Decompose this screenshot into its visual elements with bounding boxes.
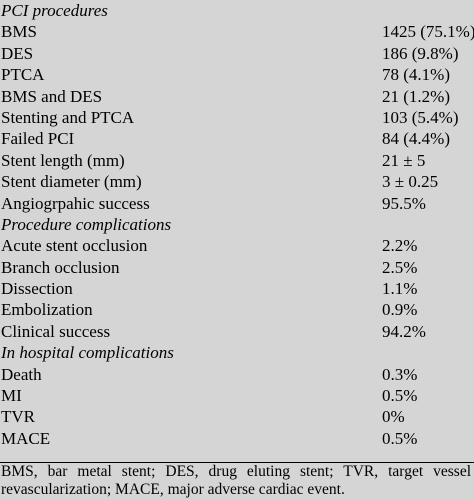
row-label: Dissection: [1, 279, 73, 299]
row-value: 2.5%: [382, 257, 418, 277]
row-label: PTCA: [1, 65, 45, 85]
row-value: 1425 (75.1%): [382, 22, 474, 42]
row-label: Angiogrpahic success: [1, 193, 150, 213]
table-footnote: BMS, bar metal stent; DES, drug eluting …: [1, 463, 471, 498]
row-label: TVR: [1, 407, 35, 427]
row-label: Stent diameter (mm): [1, 172, 142, 192]
row-value: 186 (9.8%): [382, 43, 459, 63]
section-heading: Procedure complications: [0, 214, 474, 235]
row-value: 78 (4.1%): [382, 65, 450, 85]
table-row: PTCA 78 (4.1%): [0, 64, 474, 85]
row-label: BMS and DES: [1, 86, 103, 106]
table-row: Stent diameter (mm) 3 ± 0.25: [0, 171, 474, 192]
section-heading-label: Procedure complications: [1, 214, 172, 234]
table-row: Stent length (mm) 21 ± 5: [0, 150, 474, 171]
section-heading-label: In hospital complications: [1, 343, 174, 363]
section-heading: PCI procedures: [0, 0, 474, 21]
table-row: MACE 0.5%: [0, 428, 474, 449]
row-label: Embolization: [1, 300, 93, 320]
row-label: Death: [1, 364, 42, 384]
row-label: BMS: [1, 22, 37, 42]
row-label: Failed PCI: [1, 129, 75, 149]
row-value: 1.1%: [382, 279, 418, 299]
row-label: Clinical success: [1, 321, 111, 341]
table-row: Acute stent occlusion 2.2%: [0, 235, 474, 256]
section-heading-label: PCI procedures: [1, 1, 108, 20]
table-row: Failed PCI 84 (4.4%): [0, 128, 474, 149]
row-label: Acute stent occlusion: [1, 236, 148, 256]
row-value: 3 ± 0.25: [382, 172, 439, 192]
table-row: Clinical success 94.2%: [0, 321, 474, 342]
table-row: Embolization 0.9%: [0, 299, 474, 320]
row-label: MI: [1, 386, 22, 406]
table-row: Dissection 1.1%: [0, 278, 474, 299]
table-row: BMS 1425 (75.1%): [0, 21, 474, 42]
section-heading: In hospital complications: [0, 342, 474, 363]
row-value: 21 ± 5: [382, 150, 426, 170]
row-value: 2.2%: [382, 236, 418, 256]
row-value: 21 (1.2%): [382, 86, 450, 106]
row-label: DES: [1, 43, 34, 63]
row-value: 84 (4.4%): [382, 129, 450, 149]
table-row: DES 186 (9.8%): [0, 43, 474, 64]
table-row: Branch occlusion 2.5%: [0, 257, 474, 278]
table-row: Death 0.3%: [0, 364, 474, 385]
row-value: 0.5%: [382, 386, 418, 406]
row-value: 0.3%: [382, 364, 418, 384]
row-value: 0.9%: [382, 300, 418, 320]
table-row: Stenting and PTCA 103 (5.4%): [0, 107, 474, 128]
footnote-divider: [0, 462, 474, 463]
row-label: Stent length (mm): [1, 150, 125, 170]
row-value: 0%: [382, 407, 405, 427]
row-value: 103 (5.4%): [382, 107, 459, 127]
table-row: TVR 0%: [0, 406, 474, 427]
row-label: MACE: [1, 428, 51, 448]
table-rows: PCI procedures BMS 1425 (75.1%) DES 186 …: [0, 0, 474, 449]
table-row: MI 0.5%: [0, 385, 474, 406]
row-label: Stenting and PTCA: [1, 107, 135, 127]
row-value: 95.5%: [382, 193, 426, 213]
row-value: 0.5%: [382, 428, 418, 448]
table-row: Angiogrpahic success 95.5%: [0, 193, 474, 214]
table-row: BMS and DES 21 (1.2%): [0, 86, 474, 107]
row-label: Branch occlusion: [1, 257, 120, 277]
row-value: 94.2%: [382, 321, 426, 341]
